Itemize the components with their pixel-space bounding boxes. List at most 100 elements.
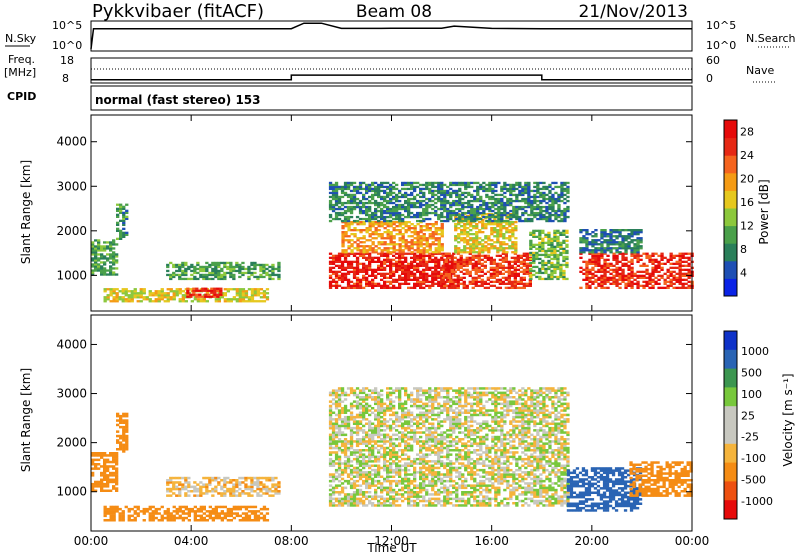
- data-cell: [349, 497, 354, 501]
- data-cell: [226, 476, 230, 480]
- data-cell: [346, 193, 351, 197]
- data-cell: [346, 270, 351, 273]
- data-cell: [493, 245, 497, 248]
- data-cell: [122, 443, 126, 447]
- data-cell: [122, 215, 126, 218]
- data-cell: [232, 265, 236, 269]
- data-cell: [100, 257, 104, 260]
- data-cell: [334, 468, 339, 472]
- data-cell: [247, 288, 252, 291]
- data-cell: [122, 425, 126, 429]
- data-cell: [456, 276, 460, 279]
- data-cell: [600, 245, 604, 248]
- data-cell: [458, 207, 462, 211]
- data-cell: [103, 474, 107, 477]
- data-cell: [470, 181, 474, 185]
- data-cell: [615, 284, 619, 287]
- data-cell: [407, 241, 411, 244]
- data-cell: [169, 261, 173, 265]
- data-cell: [585, 282, 589, 285]
- data-cell: [434, 211, 438, 215]
- data-cell: [219, 293, 223, 296]
- data-cell: [594, 241, 598, 244]
- data-cell: [582, 249, 586, 252]
- data-cell: [416, 231, 420, 234]
- data-cell: [428, 191, 432, 195]
- data-cell: [419, 249, 423, 252]
- data-cell: [440, 227, 444, 230]
- data-cell: [518, 219, 522, 223]
- data-cell: [328, 282, 333, 285]
- data-cell: [422, 229, 426, 232]
- data-cell: [196, 271, 200, 275]
- data-cell: [343, 193, 348, 197]
- data-cell: [119, 235, 123, 238]
- data-cell: [669, 272, 673, 275]
- data-cell: [217, 300, 221, 303]
- data-cell: [214, 514, 218, 518]
- data-cell: [518, 191, 522, 195]
- data-cell: [437, 243, 441, 246]
- data-cell: [331, 209, 336, 213]
- data-cell: [210, 289, 214, 292]
- data-cell: [548, 213, 552, 217]
- data-cell: [582, 235, 586, 238]
- data-cell: [383, 286, 387, 289]
- data-cell: [440, 215, 444, 219]
- data-cell: [346, 284, 351, 287]
- data-cell: [346, 219, 351, 223]
- data-cell: [122, 233, 126, 236]
- data-cell: [428, 247, 432, 250]
- data-cell: [337, 276, 342, 279]
- data-cell: [529, 231, 533, 234]
- data-cell: [229, 507, 233, 511]
- data-cell: [217, 263, 221, 267]
- data-cell: [337, 197, 342, 201]
- data-cell: [247, 298, 252, 301]
- data-cell: [346, 499, 351, 503]
- data-cell: [220, 492, 224, 495]
- data-cell: [648, 274, 652, 277]
- data-cell: [431, 258, 435, 261]
- data-cell: [425, 276, 429, 279]
- data-cell: [389, 268, 393, 271]
- data-cell: [343, 415, 348, 419]
- data-cell: [521, 187, 525, 191]
- data-cell: [473, 195, 477, 199]
- data-cell: [352, 389, 357, 392]
- data-cell: [262, 507, 267, 511]
- data-cell: [481, 245, 485, 248]
- data-cell: [582, 260, 586, 263]
- data-cell: [115, 478, 119, 481]
- data-cell: [214, 507, 218, 511]
- data-cell: [103, 257, 107, 260]
- data-cell: [600, 284, 604, 287]
- data-cell: [205, 514, 209, 518]
- data-cell: [115, 296, 119, 299]
- data-cell: [119, 219, 123, 222]
- data-cell: [503, 185, 507, 189]
- data-cell: [440, 207, 444, 211]
- data-cell: [521, 191, 525, 195]
- data-cell: [501, 256, 505, 259]
- data-cell: [519, 276, 523, 279]
- data-cell: [265, 487, 269, 491]
- data-cell: [591, 252, 595, 255]
- colorbar-tick-label: 4: [740, 267, 747, 280]
- data-cell: [404, 256, 408, 259]
- data-cell: [112, 485, 116, 488]
- data-cell: [204, 289, 208, 292]
- data-cell: [232, 267, 236, 271]
- data-cell: [600, 243, 604, 246]
- data-cell: [103, 458, 107, 462]
- data-cell: [340, 400, 345, 403]
- data-cell: [355, 475, 360, 478]
- data-cell: [268, 494, 272, 497]
- data-cell: [478, 251, 482, 254]
- data-cell: [238, 298, 242, 301]
- data-cell: [524, 189, 528, 193]
- data-cell: [684, 252, 688, 255]
- data-cell: [401, 241, 405, 244]
- data-cell: [465, 258, 469, 261]
